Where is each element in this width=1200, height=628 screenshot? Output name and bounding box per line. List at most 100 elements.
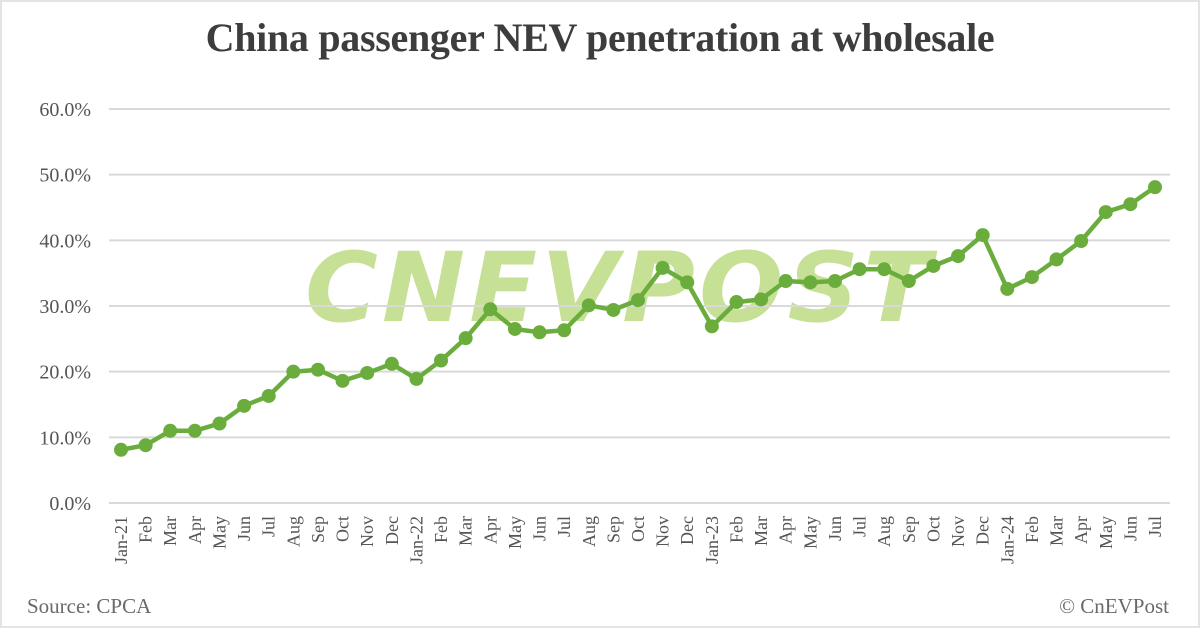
data-point bbox=[532, 325, 547, 340]
data-point bbox=[655, 260, 670, 275]
x-tick-label: Jan-24 bbox=[997, 516, 1017, 564]
data-point bbox=[114, 442, 128, 457]
copyright-note: © CnEVPost bbox=[1059, 594, 1169, 618]
data-point bbox=[163, 423, 178, 438]
y-tick-label: 10.0% bbox=[39, 427, 91, 449]
data-point bbox=[507, 321, 522, 336]
data-point bbox=[434, 353, 449, 368]
data-point bbox=[1024, 270, 1039, 285]
source-note: Source: CPCA bbox=[27, 594, 152, 618]
data-point bbox=[360, 365, 375, 380]
watermark-text: CNEVPOST bbox=[305, 232, 938, 344]
data-point bbox=[729, 295, 744, 310]
data-point bbox=[384, 356, 399, 371]
x-tick-label: Apr bbox=[480, 516, 500, 544]
x-tick-label: Feb bbox=[431, 516, 451, 543]
x-tick-label: Aug bbox=[283, 516, 303, 547]
x-tick-label: Jun bbox=[1120, 516, 1140, 541]
x-tick-label: Aug bbox=[874, 516, 894, 547]
x-tick-label: May bbox=[505, 516, 525, 549]
x-tick-label: Jul bbox=[554, 516, 574, 537]
data-point bbox=[335, 373, 350, 388]
x-tick-label: Feb bbox=[1022, 516, 1042, 543]
data-point bbox=[1123, 197, 1138, 212]
x-tick-label: May bbox=[800, 516, 820, 549]
data-point bbox=[975, 228, 990, 243]
x-tick-label: Mar bbox=[1047, 516, 1067, 546]
y-axis-labels: 0.0% 10.0% 20.0% 30.0% 40.0% 50.0% 60.0% bbox=[39, 99, 91, 515]
data-point bbox=[212, 416, 227, 431]
x-tick-label: Feb bbox=[136, 516, 156, 543]
y-tick-label: 60.0% bbox=[39, 99, 91, 121]
data-point bbox=[286, 364, 301, 379]
data-point bbox=[901, 274, 916, 289]
x-tick-label: Nov bbox=[357, 516, 377, 547]
chart-title: China passenger NEV penetration at whole… bbox=[205, 15, 995, 60]
data-point bbox=[237, 398, 252, 413]
x-tick-label: Jul bbox=[1145, 516, 1165, 537]
x-tick-label: Nov bbox=[653, 516, 673, 547]
data-point bbox=[1148, 180, 1162, 195]
x-tick-label: Nov bbox=[948, 516, 968, 547]
y-tick-label: 40.0% bbox=[39, 230, 91, 252]
data-point bbox=[483, 302, 498, 317]
x-tick-label: May bbox=[1096, 516, 1116, 549]
x-tick-label: Sep bbox=[603, 516, 623, 543]
data-point bbox=[631, 293, 645, 308]
x-tick-label: Dec bbox=[677, 516, 697, 545]
watermark-logo: CNEVPOST bbox=[305, 232, 938, 344]
x-tick-label: Jan-21 bbox=[111, 516, 131, 564]
x-tick-label: Dec bbox=[382, 516, 402, 545]
x-tick-label: Jul bbox=[850, 516, 870, 537]
data-point bbox=[187, 423, 202, 438]
data-point bbox=[754, 292, 769, 307]
data-point bbox=[261, 388, 276, 403]
data-series-line bbox=[114, 180, 1162, 457]
data-point bbox=[409, 371, 424, 386]
x-tick-label: Apr bbox=[185, 516, 205, 544]
x-tick-label: Sep bbox=[308, 516, 328, 543]
data-point bbox=[778, 274, 793, 289]
x-tick-label: Mar bbox=[456, 516, 476, 546]
gridlines bbox=[109, 108, 1170, 504]
y-tick-label: 50.0% bbox=[39, 165, 91, 187]
x-tick-label: Mar bbox=[751, 516, 771, 546]
data-point bbox=[827, 274, 842, 289]
data-point bbox=[1049, 252, 1064, 267]
x-tick-label: Jan-23 bbox=[702, 516, 722, 564]
data-point bbox=[1098, 205, 1113, 220]
data-point bbox=[680, 275, 695, 290]
x-tick-label: Oct bbox=[333, 516, 353, 542]
data-point bbox=[1074, 233, 1089, 248]
x-tick-label: Jul bbox=[259, 516, 279, 537]
data-point bbox=[606, 302, 621, 317]
data-point bbox=[458, 331, 473, 346]
x-tick-label: Jan-22 bbox=[406, 516, 426, 564]
data-point bbox=[926, 258, 941, 273]
x-tick-label: May bbox=[209, 516, 229, 549]
x-tick-label: Oct bbox=[628, 516, 648, 542]
data-point bbox=[852, 262, 867, 277]
data-point bbox=[138, 438, 153, 453]
x-tick-label: Feb bbox=[726, 516, 746, 543]
y-tick-label: 0.0% bbox=[49, 493, 91, 515]
x-tick-label: Oct bbox=[923, 516, 943, 542]
data-point bbox=[951, 249, 966, 264]
x-tick-label: Mar bbox=[160, 516, 180, 546]
y-tick-label: 30.0% bbox=[39, 296, 91, 318]
x-tick-label: Apr bbox=[1071, 516, 1091, 544]
data-point bbox=[803, 275, 818, 290]
data-point bbox=[310, 362, 325, 377]
x-tick-label: Sep bbox=[899, 516, 919, 543]
x-tick-label: Dec bbox=[973, 516, 993, 545]
x-tick-label: Jun bbox=[530, 516, 550, 541]
x-axis-labels: Jan-21 Feb Mar Apr May Jun Jul Aug Sep Oct Nov Dec J… bbox=[111, 516, 1165, 564]
x-tick-label: Aug bbox=[579, 516, 599, 547]
data-point bbox=[1000, 281, 1015, 296]
x-tick-label: Apr bbox=[776, 516, 796, 544]
x-tick-label: Jun bbox=[234, 516, 254, 541]
data-point bbox=[581, 298, 596, 313]
y-tick-label: 20.0% bbox=[39, 362, 91, 384]
